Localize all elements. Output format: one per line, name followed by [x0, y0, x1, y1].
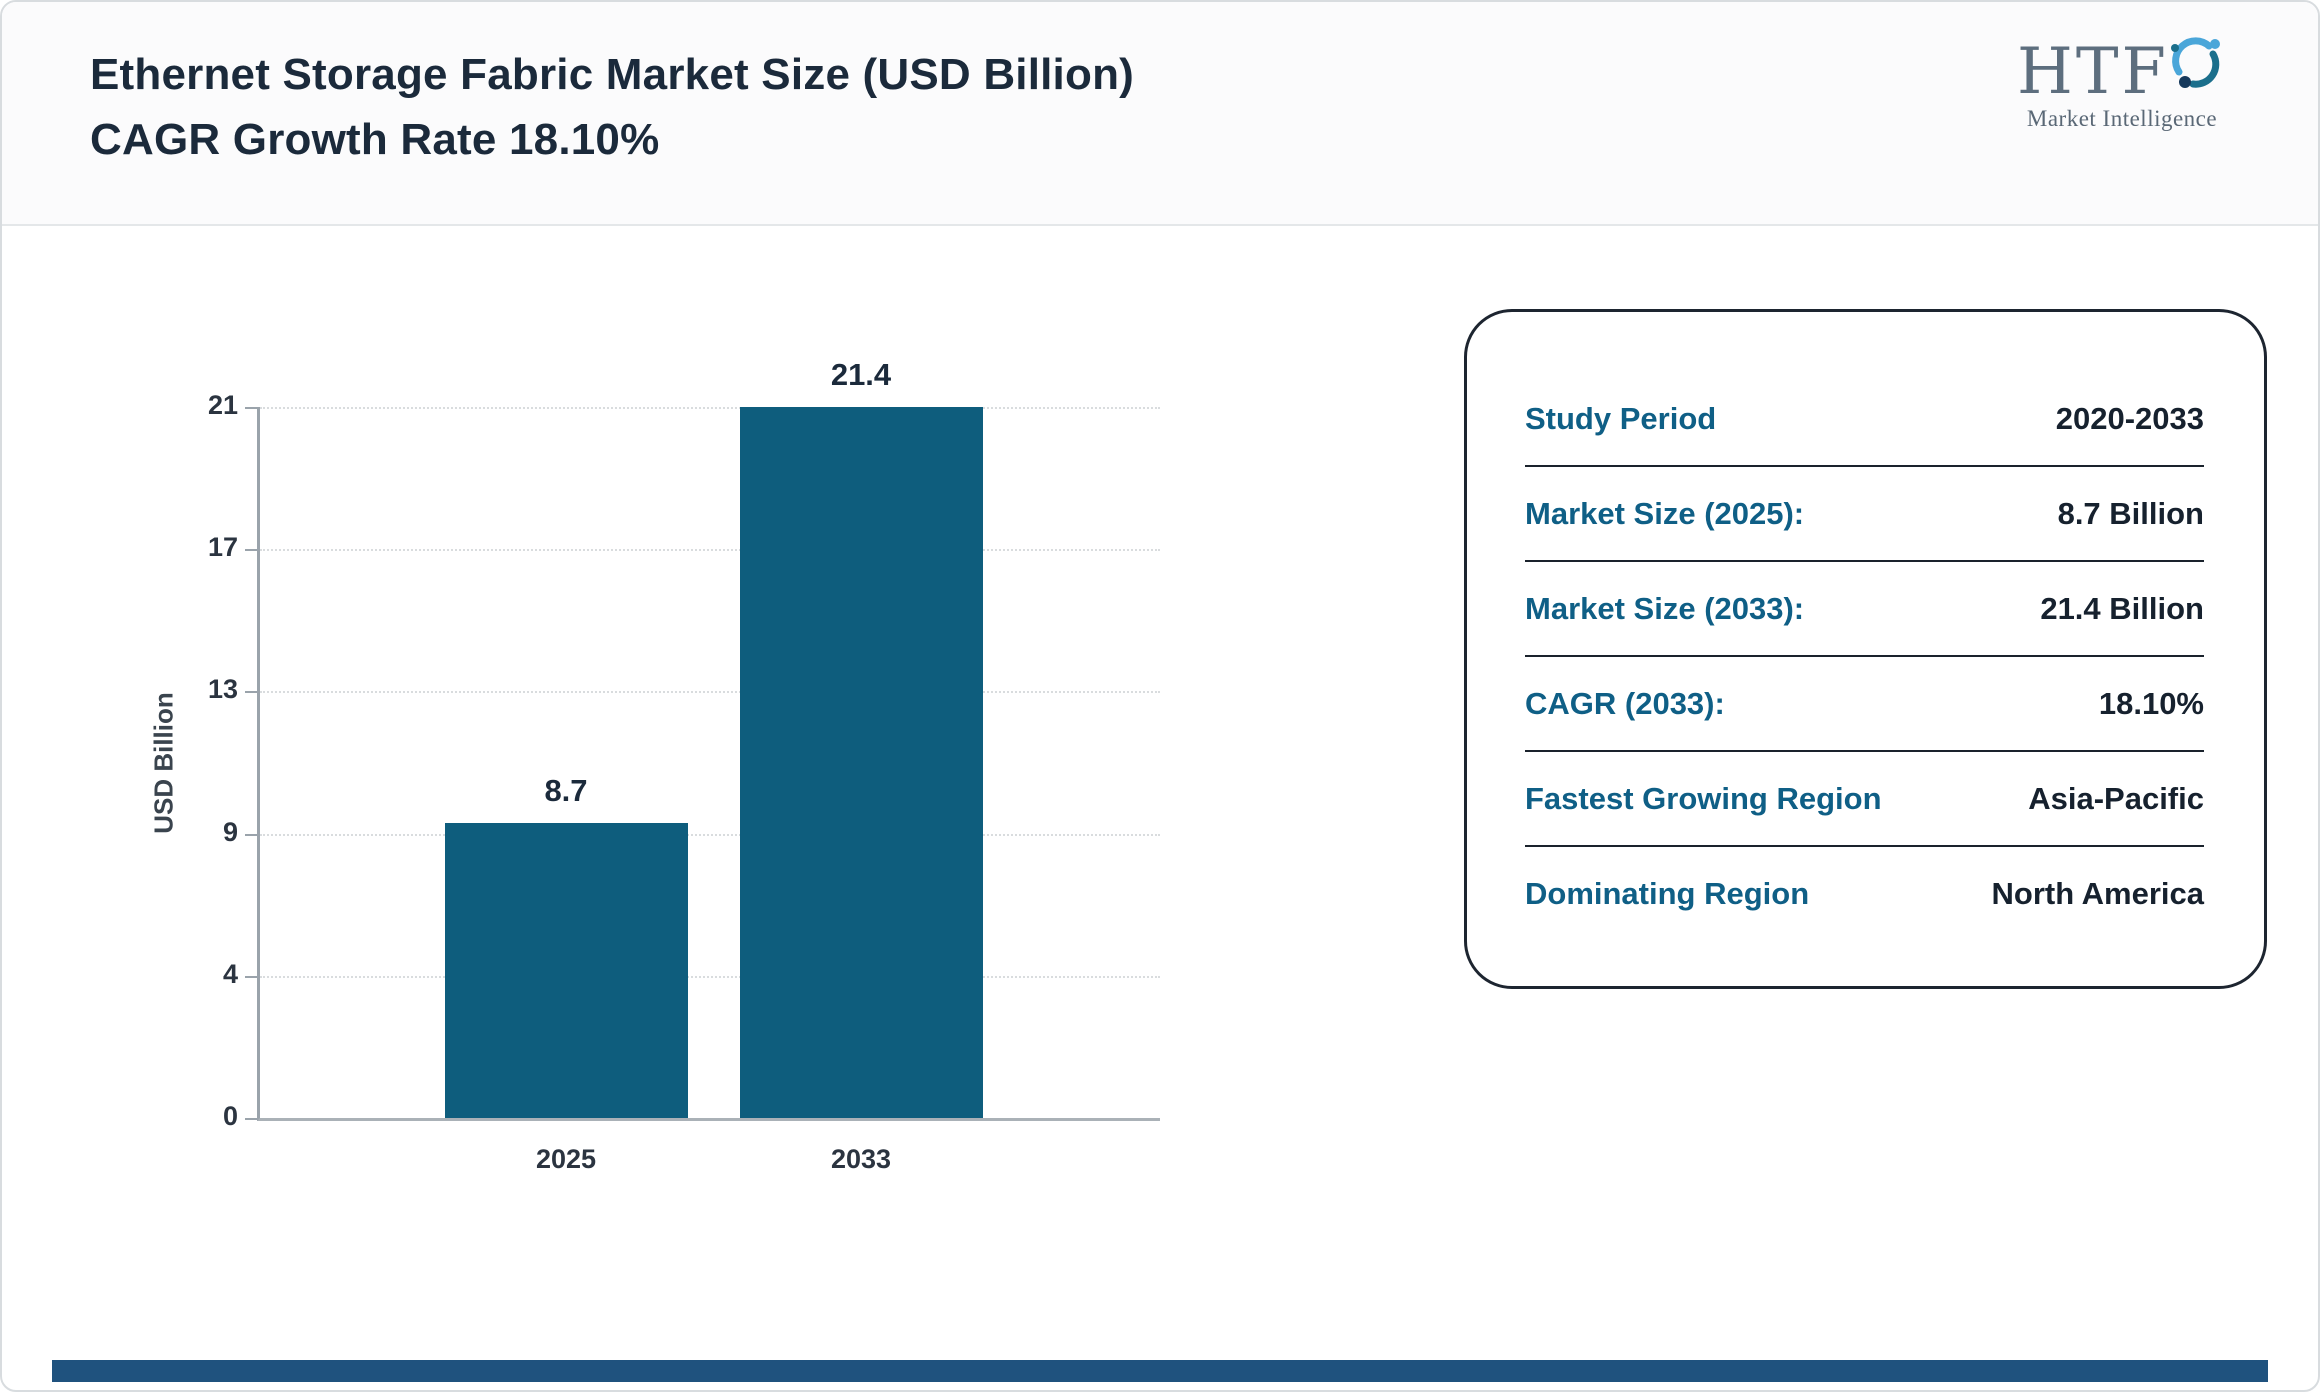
y-tick-mark: [245, 549, 258, 552]
bar-value-label: 21.4: [830, 357, 892, 392]
info-value: 21.4 Billion: [2040, 590, 2204, 626]
info-value: 18.10%: [2098, 685, 2204, 721]
y-tick-label: 13: [207, 674, 238, 705]
bar-2033: [739, 407, 983, 1118]
gridline: [260, 549, 1160, 552]
info-label: CAGR (2033):: [1525, 685, 1725, 721]
market-summary-card: Study Period 2020-2033 Market Size (2025…: [1464, 309, 2267, 989]
info-row-study-period: Study Period 2020-2033: [1525, 372, 2204, 467]
info-row-dominating-region: Dominating Region North America: [1525, 847, 2204, 940]
y-axis-title: USD Billion: [148, 692, 179, 834]
info-value: Asia-Pacific: [2028, 780, 2204, 816]
bar-chart-plot-area: 0 4 9 13 17 21 8.7 2025 21.4 2033: [208, 357, 1160, 1174]
info-value: 8.7 Billion: [2057, 495, 2204, 531]
y-tick-mark: [245, 1118, 258, 1120]
logo-acronym-text: HTF: [2017, 35, 2169, 109]
logo-subtitle: Market Intelligence: [2026, 106, 2218, 131]
htf-logo: HTF Market Intelligence: [1992, 35, 2252, 132]
info-value: North America: [1991, 875, 2204, 911]
info-row-market-size-2025: Market Size (2025): 8.7 Billion: [1525, 467, 2204, 562]
y-tick-mark: [245, 975, 258, 978]
y-tick-mark: [245, 833, 258, 836]
info-value: 2020-2033: [2055, 400, 2204, 436]
gridline: [260, 691, 1160, 694]
gridline: [260, 407, 1160, 409]
header: Ethernet Storage Fabric Market Size (USD…: [2, 2, 2318, 226]
info-label: Dominating Region: [1525, 875, 1810, 911]
x-tick-label: 2033: [830, 1144, 892, 1174]
y-tick-label: 21: [207, 389, 238, 420]
info-label: Study Period: [1525, 400, 1717, 436]
info-row-market-size-2033: Market Size (2033): 21.4 Billion: [1525, 562, 2204, 657]
bar-value-label: 8.7: [544, 773, 588, 809]
y-tick-mark: [245, 407, 258, 409]
info-row-cagr: CAGR (2033): 18.10%: [1525, 657, 2204, 752]
bottom-accent-bar: [52, 1360, 2268, 1382]
gridline: [260, 833, 1160, 836]
y-tick-label: 0: [222, 1100, 238, 1131]
info-row-fastest-growing-region: Fastest Growing Region Asia-Pacific: [1525, 752, 2204, 847]
gridline: [260, 975, 1160, 978]
logo-swirl-icon: [2170, 37, 2220, 88]
y-tick-label: 17: [207, 532, 238, 563]
x-tick-label: 2025: [535, 1144, 597, 1174]
info-label: Market Size (2025):: [1525, 495, 1805, 531]
y-tick-label: 4: [222, 958, 238, 989]
info-label: Market Size (2033):: [1525, 590, 1805, 626]
bar-2025: [444, 823, 688, 1118]
info-label: Fastest Growing Region: [1525, 780, 1882, 816]
y-tick-label: 9: [222, 816, 238, 847]
logo-wordmark: HTF: [1992, 35, 2252, 109]
y-tick-mark: [245, 691, 258, 694]
page-title: Ethernet Storage Fabric Market Size (USD…: [90, 50, 1134, 165]
